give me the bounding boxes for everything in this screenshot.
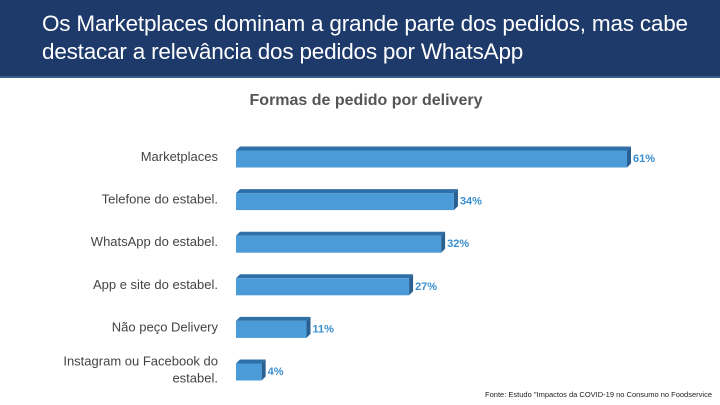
bar: [236, 320, 307, 338]
category-label: Não peço Delivery: [112, 319, 219, 334]
value-label: 32%: [447, 238, 469, 250]
category-label: Instagram ou Facebook do: [63, 354, 218, 369]
bar: [236, 193, 454, 211]
slide-title: Os Marketplaces dominam a grande parte d…: [42, 11, 688, 64]
bar: [236, 363, 262, 381]
bar-side-face: [453, 189, 458, 211]
bar-side-face: [306, 316, 311, 338]
value-label: 34%: [460, 196, 482, 208]
value-label: 11%: [313, 323, 335, 335]
bar-top-face: [236, 146, 632, 151]
category-label: WhatsApp do estabel.: [91, 234, 218, 249]
bar-side-face: [627, 146, 632, 168]
bar-top-face: [236, 316, 311, 321]
bar: [236, 150, 628, 168]
value-label: 27%: [415, 281, 437, 293]
bar-side-face: [441, 231, 446, 253]
bar-top-face: [236, 274, 414, 279]
bar: [236, 235, 442, 253]
category-label: App e site do estabel.: [93, 277, 218, 292]
category-label: Marketplaces: [141, 149, 219, 164]
source-note: Fonte: Estudo "Impactos da COVID-19 no C…: [485, 390, 712, 399]
bar: [236, 278, 410, 296]
category-label: Telefone do estabel.: [102, 192, 218, 207]
category-label: estabel.: [172, 371, 218, 386]
chart-title: Formas de pedido por delivery: [249, 92, 483, 109]
bar-side-face: [261, 359, 266, 381]
bar-side-face: [409, 274, 414, 296]
value-label: 61%: [633, 153, 655, 165]
bar-top-face: [236, 359, 266, 364]
bar-top-face: [236, 231, 446, 236]
slide-header: Os Marketplaces dominam a grande parte d…: [0, 0, 720, 78]
value-label: 4%: [268, 366, 284, 378]
bar-top-face: [236, 189, 458, 194]
